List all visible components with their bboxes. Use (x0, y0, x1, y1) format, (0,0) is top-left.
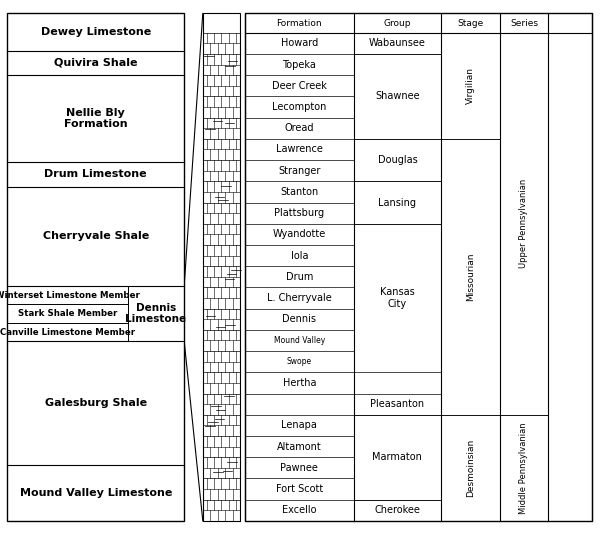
Bar (245, 13, 592, 521)
Text: Stage: Stage (457, 19, 484, 27)
Text: Cherryvale Shale: Cherryvale Shale (43, 231, 149, 241)
Text: Kansas
City: Kansas City (380, 287, 415, 309)
Text: Upper Pennsylvanian: Upper Pennsylvanian (520, 179, 529, 268)
Text: Group: Group (383, 19, 411, 27)
Bar (7, 13, 184, 521)
Text: Lecompton: Lecompton (272, 102, 326, 112)
Text: Altamont: Altamont (277, 441, 322, 452)
Text: Pleasanton: Pleasanton (370, 399, 424, 409)
Text: Deer Creek: Deer Creek (272, 81, 327, 91)
Text: Excello: Excello (282, 505, 317, 516)
Text: Lenapa: Lenapa (281, 420, 317, 430)
Text: Winterset Limestone Member: Winterset Limestone Member (0, 291, 140, 300)
Text: Hertha: Hertha (283, 378, 316, 388)
Text: Wabaunsee: Wabaunsee (369, 38, 426, 48)
Text: L. Cherryvale: L. Cherryvale (267, 293, 332, 303)
Text: Pawnee: Pawnee (280, 463, 319, 473)
Text: Oread: Oread (284, 123, 314, 133)
Text: Plattsburg: Plattsburg (274, 208, 325, 218)
Text: Douglas: Douglas (377, 155, 417, 165)
Text: Stanton: Stanton (280, 187, 319, 197)
Text: Swope: Swope (287, 357, 312, 366)
Text: Howard: Howard (281, 38, 318, 48)
Text: Dewey Limestone: Dewey Limestone (41, 27, 151, 37)
Text: Canville Limestone Member: Canville Limestone Member (0, 328, 135, 337)
Text: Iola: Iola (290, 251, 308, 260)
Text: Stranger: Stranger (278, 166, 320, 176)
Text: Drum Limestone: Drum Limestone (44, 169, 147, 179)
Text: Lawrence: Lawrence (276, 144, 323, 155)
Text: Topeka: Topeka (283, 60, 316, 70)
Text: Lansing: Lansing (379, 198, 416, 207)
Text: Cherokee: Cherokee (374, 505, 421, 516)
Text: Fort Scott: Fort Scott (276, 484, 323, 494)
Text: Galesburg Shale: Galesburg Shale (44, 398, 147, 408)
Text: Mound Valley: Mound Valley (274, 336, 325, 345)
Text: Virgilian: Virgilian (466, 67, 475, 104)
Text: Desmoinsian: Desmoinsian (466, 439, 475, 497)
Text: Wyandotte: Wyandotte (273, 229, 326, 240)
Text: Dennis: Dennis (283, 314, 316, 324)
Text: Stark Shale Member: Stark Shale Member (17, 309, 117, 318)
Text: Missourian: Missourian (466, 252, 475, 301)
Text: Series: Series (510, 19, 538, 27)
Text: Drum: Drum (286, 272, 313, 282)
Text: Marmaton: Marmaton (373, 452, 422, 462)
Text: Formation: Formation (277, 19, 322, 27)
Text: Nellie Bly
Formation: Nellie Bly Formation (64, 108, 128, 129)
Text: Middle Pennsylvanian: Middle Pennsylvanian (520, 422, 529, 513)
Bar (203, 13, 240, 521)
Text: Shawnee: Shawnee (375, 91, 420, 101)
Text: Dennis
Limestone: Dennis Limestone (125, 303, 187, 324)
Text: Mound Valley Limestone: Mound Valley Limestone (20, 488, 172, 498)
Text: Quivira Shale: Quivira Shale (54, 58, 137, 68)
